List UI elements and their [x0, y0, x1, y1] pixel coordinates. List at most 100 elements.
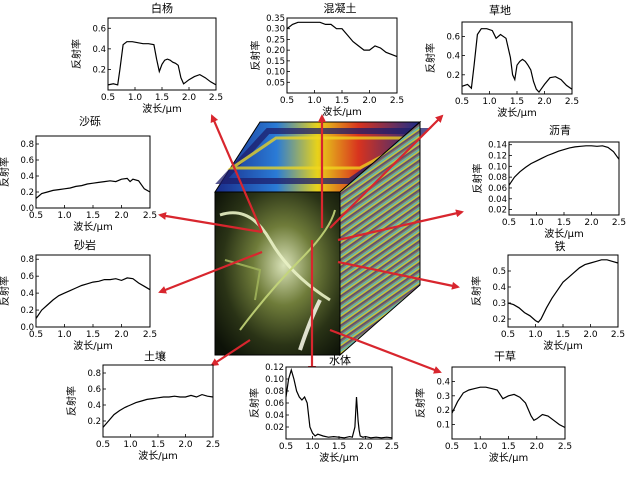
- x-tick-label: 0.5: [29, 330, 43, 340]
- y-tick-label: 0.06: [265, 399, 284, 409]
- arrow-layer: [158, 114, 464, 374]
- pointer-arrow: [329, 328, 442, 374]
- spectrum-panel: 沥青0.5 1.0 1.5 2.0 2.50.140.120.100.080.060.0…: [471, 124, 626, 240]
- panel-title: 土壤: [144, 349, 166, 363]
- chart-panels: 白杨 0.5 1.0 1.5 2.0 2.5 0.2 0.4 0.6 波长/μm 反射率 混凝土 0.5…: [0, 1, 626, 464]
- x-tick-label: 2.0: [114, 211, 129, 221]
- y-axis-label: 反射率: [471, 164, 484, 194]
- y-tick-label: 0.4: [92, 45, 106, 55]
- y-tick-label: 0.4: [492, 283, 506, 293]
- plot-frame: [35, 254, 151, 328]
- y-tick-label: 0.4: [20, 289, 34, 299]
- reflectance-curve: [451, 386, 566, 429]
- plot-frame: [451, 366, 566, 440]
- pointer-arrow: [210, 114, 264, 233]
- pointer-arrow: [158, 250, 263, 294]
- x-tick-label: 2.0: [530, 442, 545, 452]
- y-tick-label: 0.04: [265, 411, 284, 421]
- pointer-arrow: [337, 209, 464, 242]
- spectrum-panel: 干草 0.5 1.0 1.5 2.0 2.5 0.4 0.3 0.2 0.1 波长/μm 反射率: [414, 350, 572, 464]
- y-tick-label: 0.25: [266, 35, 285, 45]
- x-tick-label: 2.0: [584, 218, 599, 228]
- x-tick-label: 1.0: [305, 442, 320, 452]
- x-tick-label: 0.5: [101, 93, 115, 103]
- plot-frame: [35, 135, 151, 209]
- reflectance-curve: [35, 177, 151, 199]
- plot-frame: [285, 366, 393, 440]
- x-tick-label: 1.5: [86, 211, 100, 221]
- spectrum-panel: 土壤 0.5 1.0 1.5 2.0 2.5 0.2 0.4 0.6 0.8 波长/μm 反射率: [65, 349, 220, 462]
- y-tick-label: 0.05: [266, 78, 285, 88]
- cube-front-face: [214, 191, 341, 356]
- panel-title: 草地: [489, 4, 511, 17]
- pointer-arrow: [158, 212, 263, 234]
- y-tick-label: 0.4: [87, 401, 101, 411]
- x-axis-label: 波长/μm: [544, 227, 583, 240]
- panel-title: 砂岩: [74, 238, 96, 252]
- reflectance-curve: [508, 145, 620, 186]
- x-tick-label: 1.0: [529, 218, 544, 228]
- cube-front-texture: [219, 209, 336, 351]
- x-tick-label: 2.5: [611, 330, 625, 340]
- x-tick-label: 1.0: [57, 330, 72, 340]
- y-axis-label: 反射率: [0, 276, 11, 306]
- panel-title: 水体: [329, 353, 351, 367]
- y-tick-label: 0.2: [436, 406, 450, 416]
- x-axis-label: 波长/μm: [142, 102, 181, 115]
- y-tick-label: 0.4: [20, 172, 34, 182]
- x-tick-label: 1.5: [86, 330, 100, 340]
- x-axis-label: 波长/μm: [73, 339, 112, 352]
- x-tick-label: 1.5: [501, 442, 515, 452]
- y-tick-label: 0.14: [488, 141, 507, 151]
- panel-title: 干草: [494, 350, 516, 363]
- panel-title: 沥青: [549, 124, 571, 137]
- x-tick-label: 2.0: [178, 440, 193, 450]
- x-tick-label: 1.0: [473, 442, 488, 452]
- panel-title: 铁: [555, 240, 566, 253]
- x-tick-label: 0.5: [445, 442, 459, 452]
- x-tick-label: 2.5: [385, 442, 399, 452]
- x-axis-label: 波长/μm: [497, 106, 536, 119]
- x-axis-label: 波长/μm: [322, 105, 361, 118]
- y-tick-label: 0.6: [20, 156, 34, 166]
- y-tick-label: 0.6: [92, 24, 106, 34]
- reflectance-curve: [102, 393, 214, 428]
- y-axis-label: 反射率: [70, 39, 83, 69]
- y-tick-label: 0.6: [446, 32, 460, 42]
- reflectance-curve: [286, 21, 398, 58]
- spectrum-panel: 草地 0.5 1.0 1.5 2.0 2.5 0.2 0.4 0.6 波长/μm 反射率: [424, 4, 579, 119]
- y-tick-label: 0.10: [265, 375, 284, 385]
- y-tick-label: 0.3: [436, 392, 450, 402]
- x-tick-label: 2.0: [583, 330, 598, 340]
- y-tick-label: 0.3: [492, 299, 506, 309]
- x-axis-label: 波长/μm: [543, 339, 582, 352]
- x-tick-label: 1.5: [510, 97, 524, 107]
- reflectance-curve: [35, 277, 151, 319]
- x-tick-label: 1.0: [307, 96, 322, 106]
- plot-frame: [107, 17, 217, 91]
- hyperspectral-cube: [214, 120, 432, 357]
- x-tick-label: 1.5: [332, 442, 346, 452]
- reflectance-curve: [285, 367, 393, 439]
- spectrum-panel: 水体 0.5 1.0 1.5 2.0 2.5 0.12 0.10 0.08 0.06 0.04 0.0…: [248, 353, 399, 464]
- x-tick-label: 1.0: [482, 97, 497, 107]
- pointer-arrow: [329, 114, 444, 229]
- y-axis-label: 反射率: [424, 43, 437, 73]
- y-tick-label: 0.2: [492, 315, 506, 325]
- x-tick-label: 1.0: [528, 330, 543, 340]
- y-tick-label: 0.1: [436, 421, 450, 431]
- plot-frame: [508, 141, 620, 216]
- y-tick-label: 0.6: [20, 272, 34, 282]
- reflectance-curve: [461, 28, 573, 94]
- x-tick-label: 2.5: [143, 330, 157, 340]
- x-tick-label: 2.5: [558, 442, 572, 452]
- x-tick-label: 1.5: [155, 93, 169, 103]
- y-tick-label: 0.02: [265, 423, 284, 433]
- x-tick-label: 1.5: [335, 96, 349, 106]
- spectrum-panel: 铁 0.5 1.0 1.5 2.0 2.5 0.5 0.4 0.3 0.2 波长/μm 反射率: [470, 240, 625, 352]
- x-tick-label: 2.0: [362, 96, 377, 106]
- x-tick-label: 1.5: [556, 330, 570, 340]
- x-tick-label: 2.5: [206, 440, 220, 450]
